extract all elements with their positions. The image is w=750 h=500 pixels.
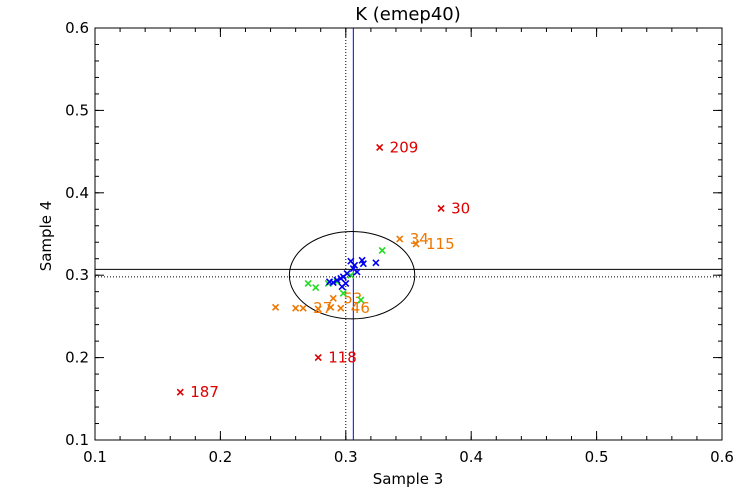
data-point-blue <box>338 283 346 291</box>
data-point-blue <box>353 268 361 276</box>
data-point-orange <box>396 235 404 243</box>
data-point-green <box>347 271 355 279</box>
data-point-orange <box>412 240 420 248</box>
data-point-green <box>357 296 365 304</box>
y-tick-label: 0.1 <box>65 431 89 449</box>
y-tick-label: 0.4 <box>65 184 89 202</box>
data-point-blue <box>333 276 341 284</box>
y-tick-label: 0.2 <box>65 349 89 367</box>
x-axis-label: Sample 3 <box>373 470 444 488</box>
data-label: 46 <box>351 299 370 317</box>
data-point-blue <box>359 260 367 268</box>
data-label: 30 <box>451 199 470 217</box>
y-axis-label: Sample 4 <box>37 201 55 272</box>
data-point-red <box>376 143 384 152</box>
data-point-blue <box>325 278 334 286</box>
y-tick-label: 0.3 <box>65 266 89 284</box>
data-point-orange <box>299 304 307 312</box>
x-tick-label: 0.1 <box>83 448 107 466</box>
data-point-red <box>437 204 445 213</box>
data-point-orange <box>272 303 280 311</box>
x-tick-label: 0.4 <box>459 448 483 466</box>
data-label: 115 <box>426 235 455 253</box>
data-label: 209 <box>390 138 419 156</box>
y-tick-label: 0.6 <box>65 19 89 37</box>
data-point-blue <box>372 259 380 267</box>
data-point-orange <box>327 303 335 311</box>
data-point-green <box>339 289 347 297</box>
data-point-red <box>176 388 184 396</box>
chart-title: K (emep40) <box>355 4 461 25</box>
data-label: 187 <box>190 383 219 401</box>
x-tick-label: 0.5 <box>585 448 609 466</box>
data-point-green <box>304 279 312 288</box>
data-label: 27 <box>313 299 332 317</box>
data-point-green <box>378 246 386 255</box>
x-tick-label: 0.3 <box>334 448 358 466</box>
data-point-orange <box>329 294 337 302</box>
y-tick-label: 0.5 <box>65 101 89 119</box>
plot-area: 0.1 0.2 0.3 0.4 0.5 0.6 0.1 0.2 0.3 0.4 0.5 0.6 209 3… <box>65 19 734 466</box>
plot-frame <box>94 27 723 441</box>
data-point-orange <box>337 304 345 312</box>
data-label: 118 <box>328 349 357 367</box>
x-tick-label: 0.6 <box>710 448 734 466</box>
x-tick-label: 0.2 <box>208 448 232 466</box>
data-point-orange <box>314 305 322 313</box>
confidence-ellipse <box>288 231 416 320</box>
data-point-orange <box>292 304 300 312</box>
data-point-green <box>312 283 320 292</box>
data-label: 53 <box>343 289 362 307</box>
data-point-red <box>314 354 322 362</box>
